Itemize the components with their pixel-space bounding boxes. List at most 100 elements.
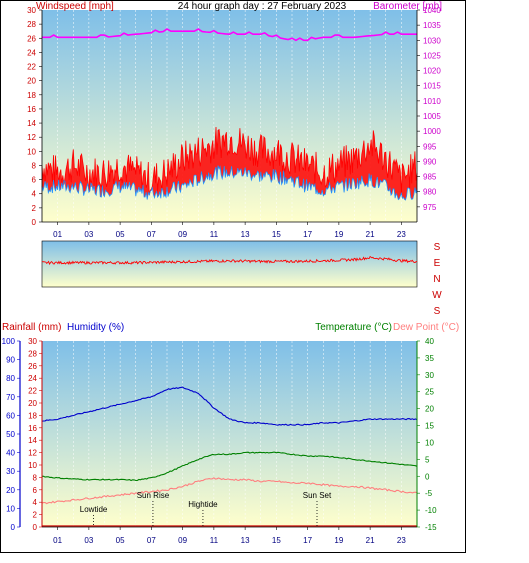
hightide-label: Hightide (188, 500, 218, 509)
average-wind-series-line (41, 165, 418, 201)
sunrise-label: Sun Rise (137, 491, 170, 500)
wind-x-tick-label: 15 (272, 230, 281, 239)
windspeed-tick-label: 12 (27, 133, 36, 142)
humidity-tick-label: 30 (6, 467, 15, 476)
windspeed-tick-label: 8 (32, 161, 37, 170)
gust-area (42, 127, 417, 200)
wind-x-tick-label: 23 (397, 230, 406, 239)
wind-x-tick-label: 01 (53, 230, 62, 239)
rainfall-axis-label: Rainfall (mm) (2, 322, 61, 333)
windspeed-tick-label: 14 (27, 119, 36, 128)
wind-direction-plot-area (41, 240, 418, 288)
rainfall-tick-label: 18 (28, 411, 37, 420)
humidity-tick-label: 70 (6, 393, 15, 402)
rainfall-tick-label: 4 (33, 498, 38, 507)
barometer-tick-label: 1005 (423, 112, 441, 121)
rainfall-tick-label: 12 (28, 449, 37, 458)
humidity-tick-label: 100 (2, 337, 16, 346)
direction-label-s-bottom: S (434, 306, 441, 317)
rainfall-tick-label: 28 (28, 349, 37, 358)
windspeed-tick-label: 22 (27, 63, 36, 72)
climate-x-tick-label: 17 (303, 536, 312, 545)
climate-x-tick-label: 21 (366, 536, 375, 545)
rainfall-tick-label: 22 (28, 387, 37, 396)
windspeed-tick-label: 30 (27, 6, 36, 15)
wind-x-tick-label: 11 (210, 230, 219, 239)
barometer-tick-label: 1025 (423, 51, 441, 60)
temperature-tick-label: 25 (425, 388, 434, 397)
windspeed-tick-label: 4 (32, 190, 37, 199)
windspeed-tick-label: 0 (32, 218, 37, 227)
windspeed-tick-label: 26 (27, 34, 36, 43)
temperature-tick-label: 5 (425, 455, 430, 464)
rainfall-tick-label: 16 (28, 424, 37, 433)
barometer-tick-label: 980 (423, 188, 437, 197)
temperature-tick-label: -10 (425, 506, 437, 515)
rainfall-tick-label: 24 (28, 374, 37, 383)
lowtide-label: Lowtide (80, 505, 108, 514)
temperature-tick-label: 40 (425, 337, 434, 346)
climate-x-tick-label: 09 (178, 536, 187, 545)
rainfall-tick-label: 14 (28, 436, 37, 445)
climate-x-tick-label: 13 (241, 536, 250, 545)
rainfall-tick-label: 8 (33, 473, 38, 482)
windspeed-tick-label: 24 (27, 48, 36, 57)
temperature-tick-label: -15 (425, 523, 437, 532)
rainfall-tick-label: 10 (28, 461, 37, 470)
climate-x-tick-label: 19 (334, 536, 343, 545)
windspeed-tick-label: 10 (27, 147, 36, 156)
temperature-axis-label: Temperature (°C) (315, 322, 392, 333)
barometer-tick-label: 1010 (423, 97, 441, 106)
chart-title: 24 hour graph day : 27 February 2023 (178, 1, 347, 12)
barometer-tick-label: 1000 (423, 127, 441, 136)
barometer-tick-label: 1030 (423, 36, 441, 45)
barometer-tick-label: 1015 (423, 82, 441, 91)
direction-label-e: E (434, 258, 441, 269)
barometer-tick-label: 995 (423, 142, 437, 151)
rainfall-tick-label: 0 (33, 523, 38, 532)
climate-x-tick-label: 23 (397, 536, 406, 545)
humidity-tick-label: 0 (11, 523, 16, 532)
humidity-axis-label: Humidity (%) (67, 322, 124, 333)
wind-direction-series-line (41, 255, 418, 265)
dewpoint-axis-label: Dew Point (°C) (393, 322, 459, 333)
windspeed-axis-label: Windspeed [mph] (36, 1, 114, 12)
climate-x-tick-label: 03 (84, 536, 93, 545)
windspeed-tick-label: 16 (27, 105, 36, 114)
rainfall-tick-label: 30 (28, 337, 37, 346)
rainfall-tick-label: 2 (33, 511, 38, 520)
humidity-tick-label: 20 (6, 486, 15, 495)
climate-x-tick-label: 11 (210, 536, 219, 545)
climate-x-tick-label: 01 (53, 536, 62, 545)
windspeed-tick-label: 2 (32, 204, 37, 213)
wind-x-tick-label: 13 (241, 230, 250, 239)
temperature-tick-label: 35 (425, 354, 434, 363)
humidity-tick-label: 40 (6, 449, 15, 458)
barometer-tick-label: 1040 (423, 6, 441, 15)
windspeed-tick-label: 28 (27, 20, 36, 29)
humidity-series-line (41, 386, 418, 426)
humidity-tick-label: 50 (6, 430, 15, 439)
rainfall-tick-label: 6 (33, 486, 38, 495)
barometer-series-line (42, 28, 417, 42)
climate-x-tick-label: 05 (116, 536, 125, 545)
wind-x-tick-label: 03 (84, 230, 93, 239)
wind-x-tick-label: 07 (147, 230, 156, 239)
temperature-tick-label: 30 (425, 371, 434, 380)
rainfall-tick-label: 26 (28, 362, 37, 371)
temperature-tick-label: 0 (425, 472, 430, 481)
temperature-tick-label: 20 (425, 405, 434, 414)
temperature-tick-label: 15 (425, 422, 434, 431)
humidity-tick-label: 10 (6, 504, 15, 513)
rainfall-tick-label: 20 (28, 399, 37, 408)
humidity-tick-label: 90 (6, 356, 15, 365)
windspeed-tick-label: 18 (27, 91, 36, 100)
direction-label-w: W (432, 290, 442, 301)
climate-x-tick-label: 15 (272, 536, 281, 545)
windspeed-tick-label: 20 (27, 77, 36, 86)
gust-series-line (41, 126, 418, 196)
wind-x-tick-label: 17 (303, 230, 312, 239)
humidity-tick-label: 60 (6, 411, 15, 420)
wind-x-tick-label: 05 (116, 230, 125, 239)
